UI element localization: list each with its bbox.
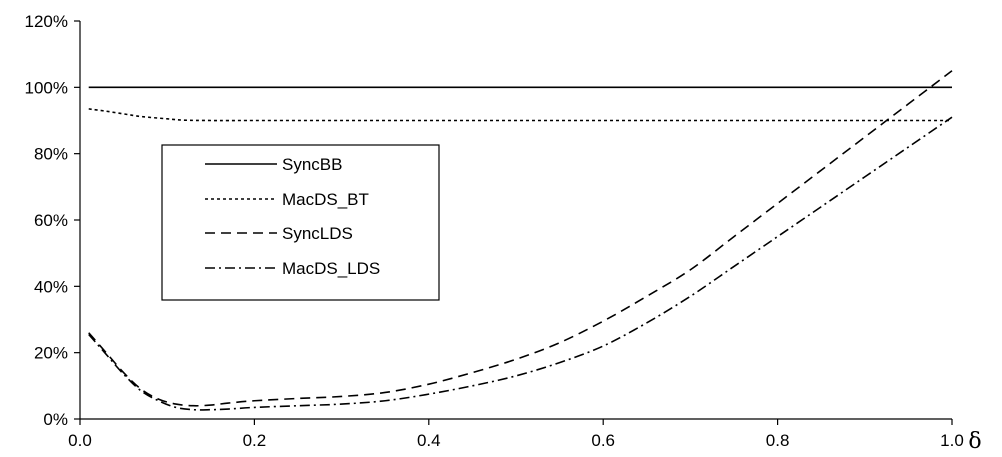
legend-label-macds-lds: MacDS_LDS [282,259,380,278]
x-tick-label: 0.8 [766,431,790,450]
series-layer [88,70,953,411]
series-line-macds-bt [88,108,952,122]
y-tick-label: 120% [25,12,68,31]
y-tick-label: 20% [34,344,68,363]
series-line-synclds [88,70,953,407]
legend-box [161,144,440,301]
legend: SyncBB MacDS_BT SyncLDS MacDS_LDS [161,144,440,301]
series-line-macds-lds [88,116,953,411]
axes: 0% 20% 40% 60% 80% 100% 120% 0.0 0.2 0.4 0.6 0.8 1.0… [25,12,982,454]
x-tick-label: 0.6 [591,431,615,450]
x-axis-title: δ [968,429,981,454]
y-tick-label: 60% [34,211,68,230]
y-tick-label: 100% [25,78,68,97]
legend-label-synclds: SyncLDS [282,224,353,243]
y-tick-label: 0% [43,410,68,429]
x-tick-label: 0.2 [243,431,267,450]
x-tick-label: 0.4 [417,431,441,450]
legend-label-macds-bt: MacDS_BT [282,190,369,209]
x-tick-label: 0.0 [68,431,92,450]
y-tick-label: 80% [34,145,68,164]
legend-label-syncbb: SyncBB [282,155,342,174]
x-tick-label: 1.0 [940,431,964,450]
y-tick-label: 40% [34,277,68,296]
